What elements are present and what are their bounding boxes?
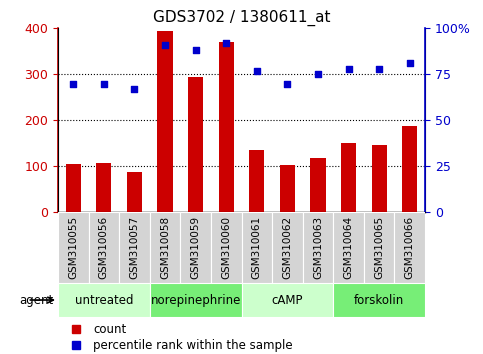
Text: GSM310055: GSM310055 [68, 216, 78, 279]
Bar [249, 150, 265, 212]
Text: GSM310060: GSM310060 [221, 216, 231, 279]
Bar [180, 212, 211, 283]
Text: GSM310061: GSM310061 [252, 216, 262, 279]
Point [161, 42, 169, 48]
Bar [272, 212, 303, 283]
Title: GDS3702 / 1380611_at: GDS3702 / 1380611_at [153, 9, 330, 25]
Bar [150, 283, 242, 317]
Legend: count, percentile rank within the sample: count, percentile rank within the sample [64, 323, 293, 352]
Point [314, 72, 322, 77]
Bar [280, 165, 295, 212]
Text: GSM310059: GSM310059 [191, 216, 200, 279]
Bar [242, 283, 333, 317]
Bar [66, 164, 81, 212]
Bar [371, 145, 387, 212]
Text: agent: agent [19, 293, 53, 307]
Bar [96, 163, 112, 212]
Bar [88, 212, 119, 283]
Point [192, 47, 199, 53]
Text: cAMP: cAMP [271, 293, 303, 307]
Point [375, 66, 383, 72]
Bar [157, 31, 173, 212]
Point [130, 86, 138, 92]
Bar [333, 283, 425, 317]
Text: GSM310058: GSM310058 [160, 216, 170, 279]
Text: GSM310056: GSM310056 [99, 216, 109, 279]
Point [100, 81, 108, 86]
Point [70, 81, 77, 86]
Point [345, 66, 353, 72]
Text: GSM310065: GSM310065 [374, 216, 384, 279]
Bar [364, 212, 395, 283]
Bar [219, 42, 234, 212]
Bar [402, 126, 417, 212]
Text: forskolin: forskolin [354, 293, 404, 307]
Bar [303, 212, 333, 283]
Text: norepinephrine: norepinephrine [150, 293, 241, 307]
Bar [188, 77, 203, 212]
Text: GSM310063: GSM310063 [313, 216, 323, 279]
Bar [58, 283, 150, 317]
Bar [311, 158, 326, 212]
Point [406, 61, 413, 66]
Point [222, 40, 230, 46]
Bar [127, 172, 142, 212]
Bar [242, 212, 272, 283]
Bar [58, 212, 88, 283]
Text: GSM310062: GSM310062 [283, 216, 292, 279]
Text: GSM310066: GSM310066 [405, 216, 415, 279]
Point [253, 68, 261, 74]
Bar [333, 212, 364, 283]
Bar [395, 212, 425, 283]
Bar [211, 212, 242, 283]
Text: untreated: untreated [74, 293, 133, 307]
Point [284, 81, 291, 86]
Bar [341, 143, 356, 212]
Text: GSM310064: GSM310064 [343, 216, 354, 279]
Text: GSM310057: GSM310057 [129, 216, 140, 279]
Bar [119, 212, 150, 283]
Bar [150, 212, 180, 283]
